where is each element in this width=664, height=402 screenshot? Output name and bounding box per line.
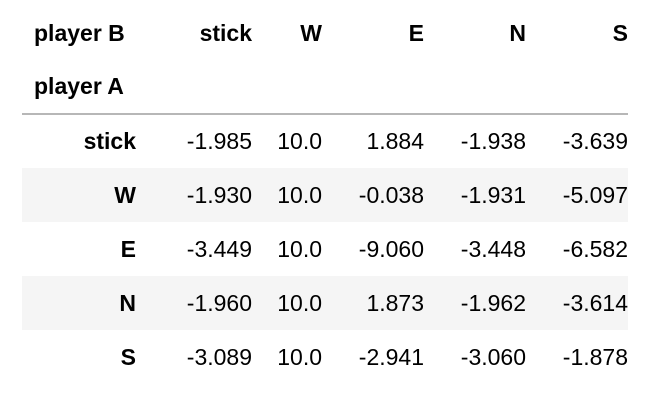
row-label: S — [120, 343, 136, 370]
columns-name-label: player B — [34, 19, 125, 46]
table-row: stick -1.985 10.0 1.884 -1.938 -3.639 — [22, 114, 628, 168]
column-header-e: E — [408, 19, 424, 46]
table-row: E -3.449 10.0 -9.060 -3.448 -6.582 — [22, 222, 628, 276]
table-cell: 10.0 — [277, 235, 322, 262]
row-label: stick — [83, 128, 136, 154]
column-header-s: S — [612, 19, 628, 46]
table-cell: 1.884 — [366, 128, 424, 154]
table-cell: -6.582 — [562, 235, 628, 262]
table-row: S -3.089 10.0 -2.941 -3.060 -1.878 — [22, 330, 628, 384]
table-cell: 10.0 — [277, 181, 322, 208]
table-cell: -3.449 — [186, 235, 252, 262]
table-cell: -1.930 — [186, 181, 252, 208]
index-name-spacer — [526, 60, 628, 115]
table-cell: -1.960 — [186, 289, 252, 316]
index-name-spacer — [322, 60, 424, 115]
index-name-row: player A — [22, 60, 628, 115]
row-label: E — [120, 235, 136, 262]
table-cell: -3.614 — [562, 289, 628, 316]
column-header-w: W — [300, 19, 322, 46]
table-row: N -1.960 10.0 1.873 -1.962 -3.614 — [22, 276, 628, 330]
row-label: W — [114, 181, 136, 208]
table-cell: -3.639 — [562, 128, 628, 154]
table-row: W -1.930 10.0 -0.038 -1.931 -5.097 — [22, 168, 628, 222]
table-cell: -9.060 — [358, 235, 424, 262]
table-cell: -1.985 — [186, 128, 252, 154]
table-cell: -3.089 — [186, 343, 252, 370]
table-cell: -1.878 — [562, 343, 628, 370]
table-cell: 10.0 — [277, 128, 322, 154]
table-cell: -0.038 — [358, 181, 424, 208]
column-header-stick: stick — [199, 19, 252, 46]
dataframe-output: player B stick W E N S player A stick -1… — [22, 6, 628, 384]
column-header-row: player B stick W E N S — [22, 6, 628, 60]
table-cell: 10.0 — [277, 343, 322, 370]
index-name-spacer — [424, 60, 526, 115]
index-name-label: player A — [22, 60, 148, 115]
table-cell: -1.962 — [460, 289, 526, 316]
table-cell: -3.060 — [460, 343, 526, 370]
table-cell: -2.941 — [358, 343, 424, 370]
table-cell: -5.097 — [562, 181, 628, 208]
table-cell: -1.931 — [460, 181, 526, 208]
index-name-spacer — [148, 60, 252, 115]
table-cell: -1.938 — [460, 128, 526, 154]
row-label: N — [119, 289, 136, 316]
index-name-spacer — [252, 60, 322, 115]
table-cell: 10.0 — [277, 289, 322, 316]
table-cell: -3.448 — [460, 235, 526, 262]
table-cell: 1.873 — [366, 289, 424, 316]
column-header-n: N — [509, 19, 526, 46]
dataframe-table: player B stick W E N S player A stick -1… — [22, 6, 628, 384]
